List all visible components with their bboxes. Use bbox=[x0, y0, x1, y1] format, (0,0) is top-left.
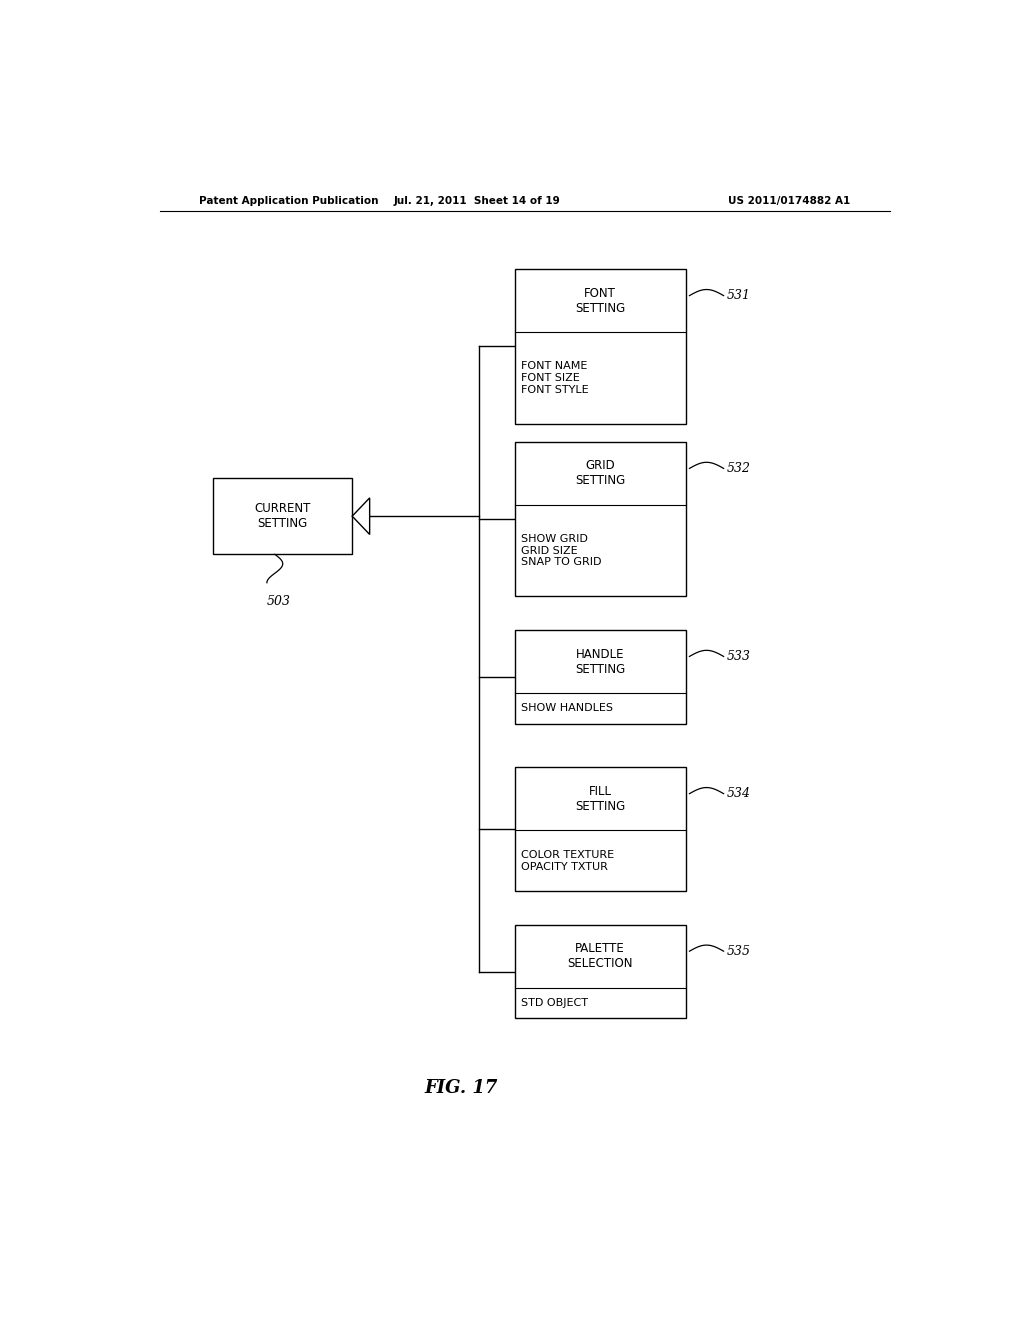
Text: SHOW GRID
GRID SIZE
SNAP TO GRID: SHOW GRID GRID SIZE SNAP TO GRID bbox=[521, 535, 602, 568]
Text: 503: 503 bbox=[267, 594, 291, 607]
Text: COLOR TEXTURE
OPACITY TXTUR: COLOR TEXTURE OPACITY TXTUR bbox=[521, 850, 614, 871]
Text: FILL
SETTING: FILL SETTING bbox=[575, 784, 626, 813]
Text: 531: 531 bbox=[727, 289, 751, 302]
Text: 535: 535 bbox=[727, 945, 751, 958]
Text: SHOW HANDLES: SHOW HANDLES bbox=[521, 704, 613, 713]
Text: 534: 534 bbox=[727, 787, 751, 800]
Polygon shape bbox=[352, 498, 370, 535]
Bar bbox=[515, 269, 685, 424]
Text: GRID
SETTING: GRID SETTING bbox=[575, 459, 626, 487]
Text: FONT
SETTING: FONT SETTING bbox=[575, 286, 626, 314]
Text: FONT NAME
FONT SIZE
FONT STYLE: FONT NAME FONT SIZE FONT STYLE bbox=[521, 362, 589, 395]
Bar bbox=[515, 442, 685, 597]
Bar bbox=[515, 925, 685, 1018]
Text: Jul. 21, 2011  Sheet 14 of 19: Jul. 21, 2011 Sheet 14 of 19 bbox=[394, 197, 560, 206]
Bar bbox=[515, 767, 685, 891]
Text: Patent Application Publication: Patent Application Publication bbox=[200, 197, 379, 206]
Text: PALETTE
SELECTION: PALETTE SELECTION bbox=[567, 942, 633, 970]
Text: 532: 532 bbox=[727, 462, 751, 475]
Text: HANDLE
SETTING: HANDLE SETTING bbox=[575, 648, 626, 676]
Text: STD OBJECT: STD OBJECT bbox=[521, 998, 588, 1008]
Text: 533: 533 bbox=[727, 649, 751, 663]
Bar bbox=[213, 478, 352, 554]
Text: US 2011/0174882 A1: US 2011/0174882 A1 bbox=[728, 197, 850, 206]
Bar bbox=[515, 630, 685, 723]
Text: CURRENT
SETTING: CURRENT SETTING bbox=[255, 502, 311, 531]
Text: FIG. 17: FIG. 17 bbox=[425, 1080, 498, 1097]
